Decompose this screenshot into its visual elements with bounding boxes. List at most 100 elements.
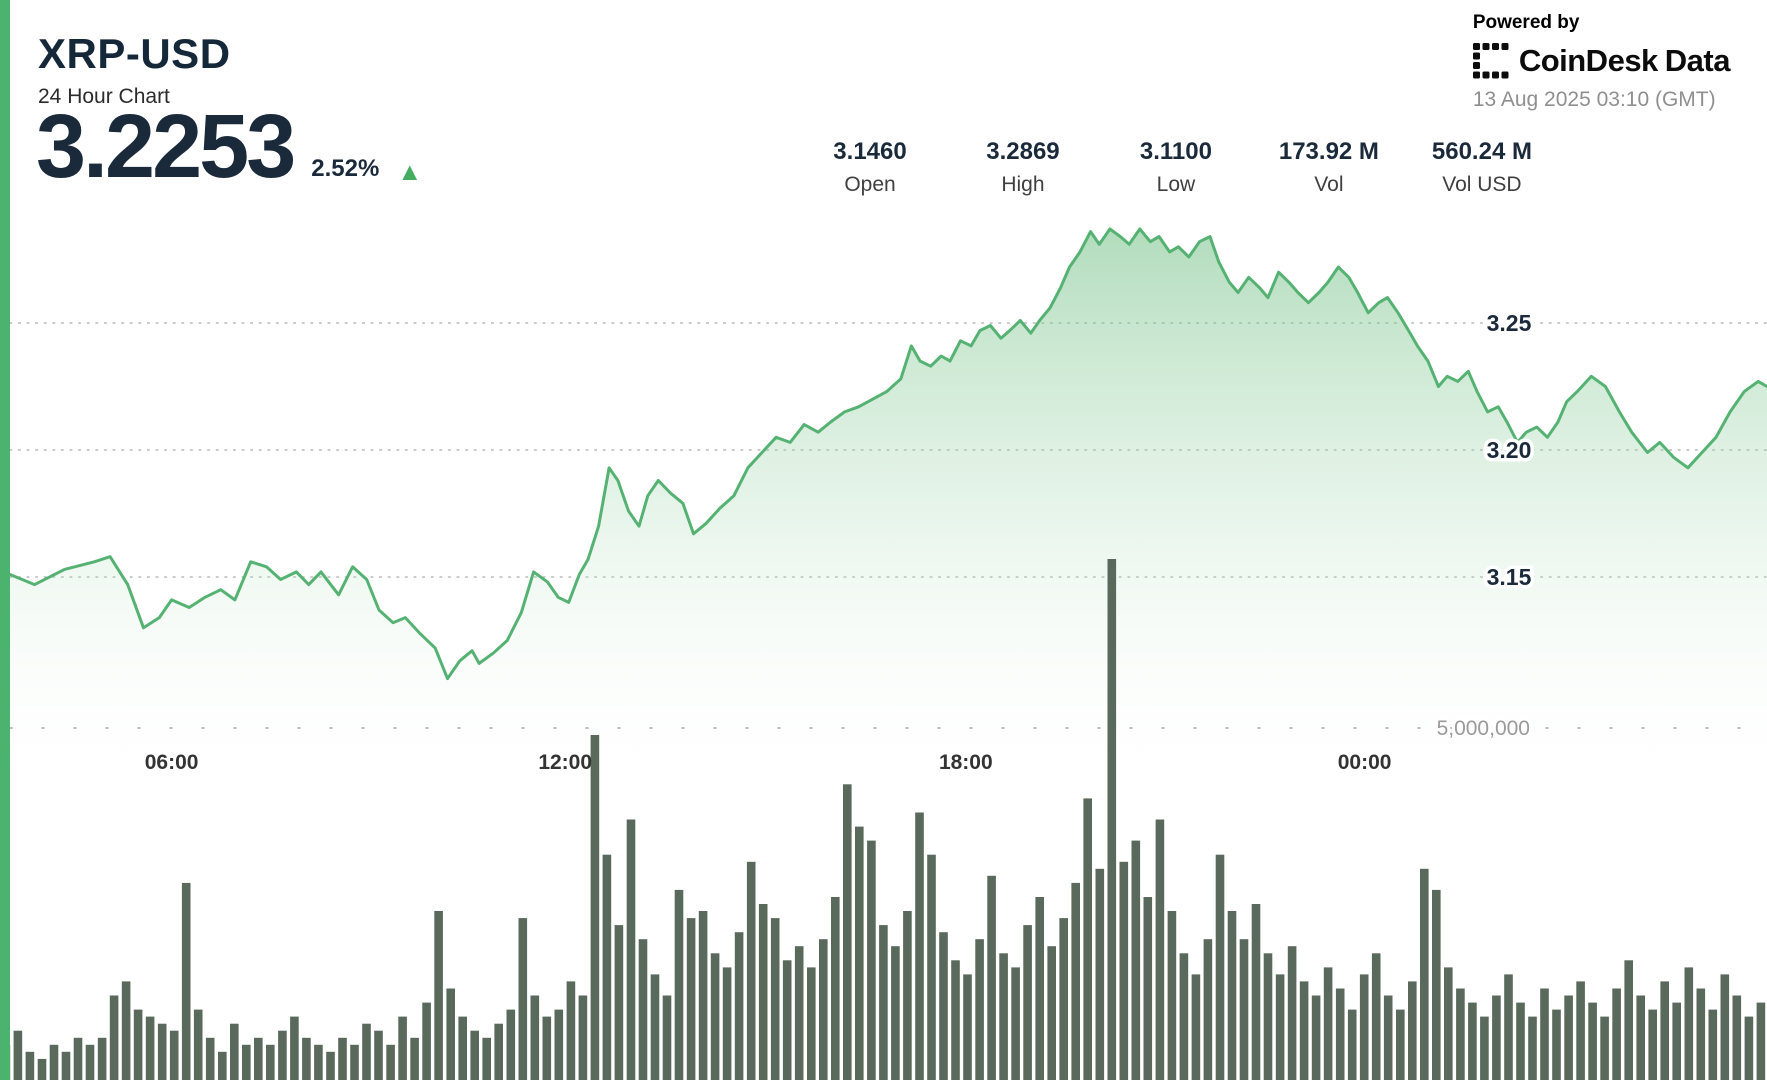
volume-bar xyxy=(1011,967,1020,1080)
volume-bar xyxy=(722,967,732,1080)
powered-by-label: Powered by xyxy=(1472,12,1580,33)
volume-bar xyxy=(1480,1016,1489,1080)
volume-bar xyxy=(398,1016,407,1080)
volume-bar xyxy=(1708,1009,1718,1080)
volume-bar xyxy=(169,1030,179,1080)
logo-word-data: Data xyxy=(1664,43,1731,78)
volume-bar xyxy=(999,953,1008,1080)
volume-bar xyxy=(97,1037,107,1080)
volume-bar xyxy=(1239,939,1249,1080)
volume-bar xyxy=(807,967,816,1080)
volume-bar xyxy=(915,812,924,1080)
volume-bar xyxy=(1179,953,1189,1080)
volume-bar xyxy=(1107,559,1117,1080)
stat-open-label: Open xyxy=(844,173,896,196)
volume-bar xyxy=(278,1030,287,1080)
volume-bar xyxy=(1468,1002,1477,1080)
stat-vol-usd-value: 560.24 M xyxy=(1431,138,1532,165)
volume-bar xyxy=(1588,1002,1597,1080)
volume-bar xyxy=(590,735,600,1080)
x-axis-label: 06:00 xyxy=(145,751,199,774)
volume-bar xyxy=(434,911,443,1080)
volume-bar xyxy=(1323,967,1333,1080)
volume-bar xyxy=(1263,953,1273,1080)
logo-word-coindesk: CoinDesk xyxy=(1518,43,1658,78)
branding-block: Powered by CoinDesk Data 13 Aug 2025 03:… xyxy=(1472,12,1731,112)
volume-bar xyxy=(1420,868,1429,1080)
volume-bar xyxy=(855,826,864,1080)
stat-high-value: 3.2869 xyxy=(986,138,1060,165)
price-axis-label: 3.15 xyxy=(1487,564,1532,590)
stat-vol-label: Vol xyxy=(1314,173,1344,196)
volume-bar xyxy=(1215,854,1225,1080)
volume-bar xyxy=(975,939,984,1080)
stat-vol: 173.92 M Vol xyxy=(1279,138,1379,197)
volume-bar xyxy=(638,939,648,1080)
volume-bar xyxy=(49,1044,59,1080)
volume-bar xyxy=(843,784,852,1080)
volume-bar xyxy=(1095,868,1105,1080)
volume-bar xyxy=(1167,911,1177,1080)
volume-bar xyxy=(1444,967,1453,1080)
stat-vol-usd-label: Vol USD xyxy=(1442,173,1522,196)
volume-bar xyxy=(386,1044,395,1080)
volume-bar xyxy=(879,925,888,1080)
volume-bar xyxy=(13,1030,23,1080)
timestamp: 13 Aug 2025 03:10 (GMT) xyxy=(1472,88,1716,111)
volume-bar xyxy=(1456,988,1465,1080)
left-accent-bar xyxy=(0,0,10,1080)
price-axis-label: 3.25 xyxy=(1487,310,1532,336)
volume-bar xyxy=(1119,861,1129,1080)
volume-bar xyxy=(374,1030,383,1080)
volume-bar xyxy=(302,1037,311,1080)
volume-bar xyxy=(121,981,131,1080)
volume-bar xyxy=(326,1051,335,1080)
volume-bar xyxy=(698,911,708,1080)
price-line xyxy=(8,227,1767,681)
volume-bar xyxy=(218,1051,227,1080)
volume-bar xyxy=(770,918,780,1080)
volume-bar xyxy=(1023,925,1032,1080)
volume-bar xyxy=(85,1044,95,1080)
stat-low-label: Low xyxy=(1156,173,1196,196)
volume-bar xyxy=(758,904,768,1080)
volume-bar xyxy=(266,1044,275,1080)
coindesk-logo-icon xyxy=(1472,43,1509,79)
volume-bar xyxy=(410,1037,419,1080)
coindesk-logo[interactable]: CoinDesk Data xyxy=(1472,43,1731,79)
volume-bar xyxy=(1744,1016,1754,1080)
volume-bar xyxy=(1720,974,1730,1080)
current-price: 3.2253 xyxy=(36,97,296,197)
stat-low-value: 3.1100 xyxy=(1139,138,1212,165)
volume-bar xyxy=(1504,974,1513,1080)
volume-bar xyxy=(746,861,756,1080)
volume-bar xyxy=(1383,995,1393,1080)
volume-bar xyxy=(1347,1009,1357,1080)
volume-bar xyxy=(1155,819,1165,1080)
volume-bar xyxy=(350,1044,359,1080)
stat-vol-value: 173.92 M xyxy=(1278,138,1379,165)
price-axis-label: 3.20 xyxy=(1487,437,1532,463)
volume-bar xyxy=(1275,974,1285,1080)
volume-bar xyxy=(1047,946,1056,1080)
volume-bar xyxy=(782,960,792,1080)
volume-bar xyxy=(230,1023,239,1080)
volume-bar xyxy=(1131,840,1141,1080)
current-price-row: 3.2253 2.52% ▲ xyxy=(36,102,422,192)
volume-bar xyxy=(193,1009,203,1080)
volume-bar xyxy=(1624,960,1633,1080)
volume-bar xyxy=(145,1016,155,1080)
volume-bar xyxy=(674,889,684,1080)
volume-bar xyxy=(518,918,528,1080)
x-axis-label: 00:00 xyxy=(1338,751,1392,774)
volume-bar xyxy=(686,918,696,1080)
volume-bar xyxy=(37,1058,47,1080)
volume-bar xyxy=(1564,995,1573,1080)
volume-bar xyxy=(1143,897,1153,1080)
volume-bar xyxy=(314,1044,323,1080)
volume-bar xyxy=(422,1002,431,1080)
volume-bar xyxy=(1083,798,1092,1080)
pair-title: XRP-USD xyxy=(38,30,231,77)
volume-bar xyxy=(1540,988,1549,1080)
